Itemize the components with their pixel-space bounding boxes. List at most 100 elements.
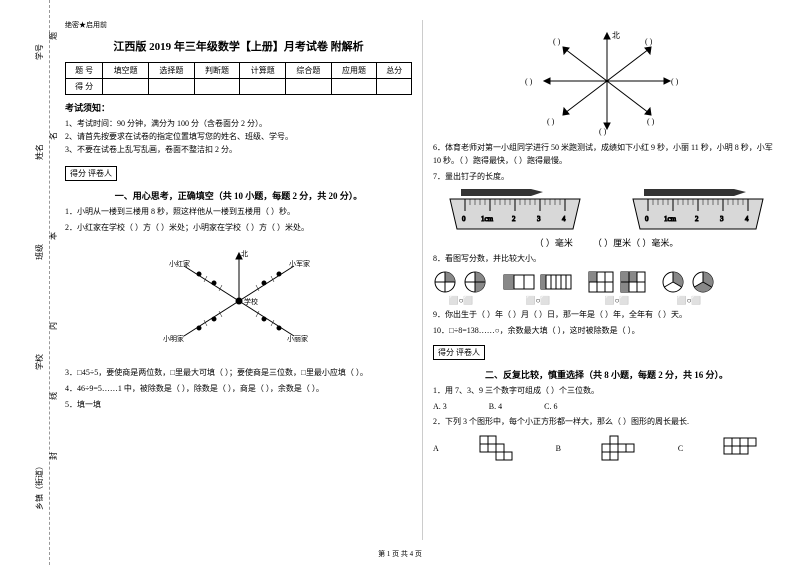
compare-blank: ⬜○⬜ [605,296,630,305]
svg-text:0: 0 [462,215,466,223]
question: 9．你出生于（ ）年（ ）月（ ）日，那一年是（ ）年，全年有（ ）天。 [433,309,780,322]
left-column: 绝密★启用前 江西版 2019 年三年级数学【上册】月考试卷 附解析 题 号 填… [55,20,423,540]
svg-text:2: 2 [512,215,516,223]
binding-label: 学号 [34,44,45,60]
th: 题 号 [66,63,103,79]
shape-a [475,433,520,463]
binding-mark: 线 [48,392,59,400]
shape-c [719,433,764,463]
svg-text:4: 4 [562,215,566,223]
question: 10．□÷8=138……○，余数最大填（ ），这时被除数是（ ）。 [433,325,780,338]
rule-item: 2、请首先按要求在试卷的指定位置填写您的姓名、班级、学号。 [65,131,412,144]
svg-text:4: 4 [745,215,749,223]
compare-blank: ⬜○⬜ [449,296,474,305]
fraction-group: ⬜○⬜ [503,270,573,305]
td [103,79,149,95]
svg-text:小军家: 小军家 [289,259,310,268]
question: 3．□45÷5，要使商是两位数，□里最大可填（ ）；要使商是三位数，□里最小应填… [65,367,412,380]
svg-text:( ): ( ) [645,37,653,46]
svg-text:3: 3 [537,215,541,223]
th: 综合题 [286,63,332,79]
svg-text:2: 2 [695,215,699,223]
opt: C. 6 [544,402,557,411]
question: 1．小明从一楼到三楼用 8 秒，照这样他从一楼到五楼用（ ）秒。 [65,206,412,219]
td [149,79,195,95]
svg-text:( ): ( ) [553,37,561,46]
binding-margin: 学号 姓名 班级 学校 乡镇（街道） 题 名 本 内 线 封 [0,0,50,565]
question-options: A. 3 B. 4 C. 6 [433,401,780,414]
question: 2．小红家在学校（ ）方（ ）米处；小明家在学校（ ）方（ ）米处。 [65,222,412,235]
td [331,79,377,95]
table-row: 得 分 [66,79,412,95]
ruler-labels: （ ）毫米 （ ）厘米（ ）毫米。 [433,236,780,249]
svg-text:北: 北 [612,31,620,40]
question: 7．量出钉子的长度。 [433,171,780,184]
svg-text:学校: 学校 [244,297,258,306]
binding-mark: 内 [48,322,59,330]
shapes-row: A B C [433,433,780,463]
exam-title: 江西版 2019 年三年级数学【上册】月考试卷 附解析 [65,38,412,54]
direction-diagram: 北 小红家 小军家 学校 小明家 小丽家 [65,241,412,361]
rule-item: 1、考试时间：90 分钟，满分为 100 分（含卷面分 2 分）。 [65,118,412,131]
td: 得 分 [66,79,103,95]
right-column: 北 ( ) ( ) ( ) ( ) ( ) ( ) ( ) 6．体育老师对第一小组同学… [423,20,790,540]
td [240,79,286,95]
binding-label: 姓名 [34,144,45,160]
compass-diagram: 北 ( ) ( ) ( ) ( ) ( ) ( ) ( ) [433,26,780,136]
svg-text:小明家: 小明家 [163,334,184,343]
ruler-label: （ ）厘米（ ）毫米。 [593,236,679,249]
page: 绝密★启用前 江西版 2019 年三年级数学【上册】月考试卷 附解析 题 号 填… [0,0,800,565]
compare-blank: ⬜○⬜ [526,296,551,305]
svg-text:( ): ( ) [525,77,533,86]
td [286,79,332,95]
fraction-group: ⬜○⬜ [433,270,489,305]
question: 5．填一填 [65,399,412,412]
svg-text:3: 3 [720,215,724,223]
th: 判断题 [194,63,240,79]
compare-blank: ⬜○⬜ [677,296,702,305]
svg-text:0: 0 [645,215,649,223]
opt-label: B [556,444,561,453]
svg-text:( ): ( ) [547,117,555,126]
binding-mark: 题 [48,32,59,40]
question: 8．看图写分数，并比较大小。 [433,253,780,266]
th: 计算题 [240,63,286,79]
part1-title: 一、用心思考，正确填空（共 10 小题，每题 2 分，共 20 分）。 [65,189,412,202]
fraction-group: ⬜○⬜ [661,270,717,305]
question: 6．体育老师对第一小组同学进行 50 米跑测试，成绩如下小红 9 秒，小丽 11… [433,142,780,168]
question: 1．用 7、3、9 三个数字可组成（ ）个三位数。 [433,385,780,398]
opt-label: A [433,444,439,453]
opt: B. 4 [489,402,502,411]
svg-text:小红家: 小红家 [169,259,190,268]
score-table: 题 号 填空题 选择题 判断题 计算题 综合题 应用题 总分 得 分 [65,62,412,95]
ruler-row: 0 1cm 2 3 4 0 [433,187,780,232]
binding-label: 班级 [34,244,45,260]
opt: A. 3 [433,402,447,411]
ruler-label: （ ）毫米 [535,236,573,249]
rule-item: 3、不要在试卷上乱写乱画，卷面不整洁扣 2 分。 [65,144,412,157]
ruler-1: 0 1cm 2 3 4 [445,187,585,232]
svg-text:1cm: 1cm [481,215,494,223]
td [194,79,240,95]
th: 选择题 [149,63,195,79]
svg-text:( ): ( ) [599,127,607,136]
svg-text:( ): ( ) [671,77,679,86]
binding-label: 学校 [34,354,45,370]
svg-text:( ): ( ) [647,117,655,126]
th: 应用题 [331,63,377,79]
fraction-group: ⬜○⬜ [587,270,647,305]
secret-label: 绝密★启用前 [65,20,412,30]
binding-mark: 名 [48,132,59,140]
svg-text:1cm: 1cm [664,215,677,223]
part2-title: 二、反复比较，慎重选择（共 8 小题，每题 2 分，共 16 分）。 [433,368,780,381]
rules: 1、考试时间：90 分钟，满分为 100 分（含卷面分 2 分）。 2、请首先按… [65,118,412,156]
th: 填空题 [103,63,149,79]
question: 4．46÷9=5……1 中，被除数是（ ），除数是（ ），商是（ ），余数是（ … [65,383,412,396]
page-footer: 第 1 页 共 4 页 [0,549,800,559]
td [377,79,412,95]
th: 总分 [377,63,412,79]
binding-mark: 本 [48,232,59,240]
question: 2．下列 3 个图形中，每个小正方形都一样大，那么（ ）图形的周长最长. [433,416,780,429]
scorer-box: 得分 评卷人 [433,345,485,360]
shape-b [597,433,642,463]
